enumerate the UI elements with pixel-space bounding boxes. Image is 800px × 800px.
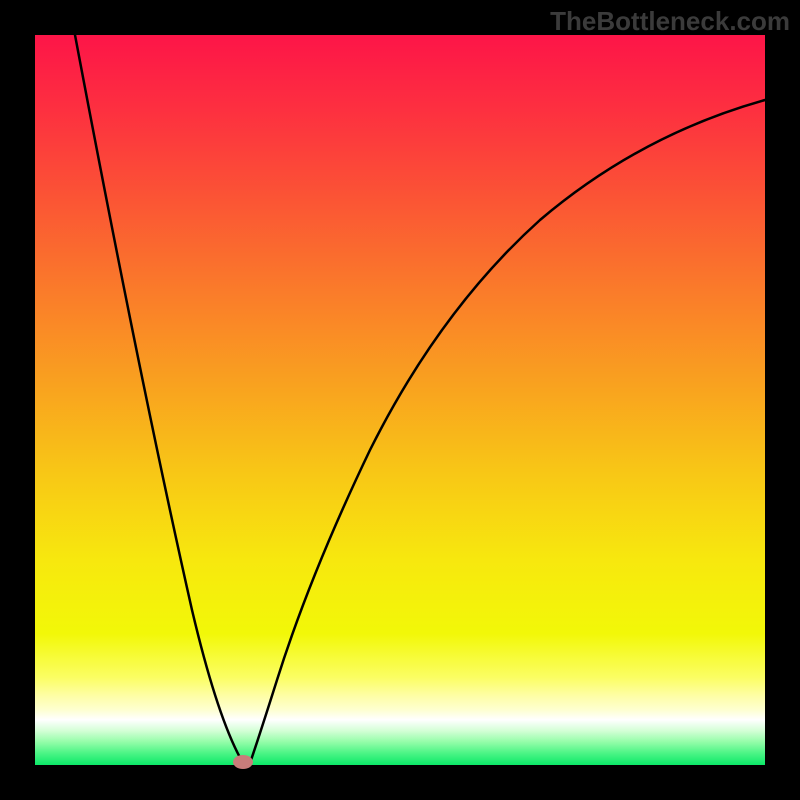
watermark-text: TheBottleneck.com	[550, 6, 790, 37]
chart-container: TheBottleneck.com	[0, 0, 800, 800]
gradient-plot-area	[35, 35, 765, 765]
optimal-point-marker	[233, 755, 253, 769]
